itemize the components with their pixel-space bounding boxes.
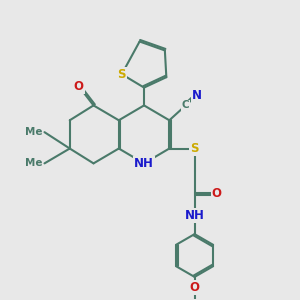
Text: O: O: [74, 80, 84, 93]
Text: Me: Me: [25, 127, 42, 137]
Text: NH: NH: [134, 157, 154, 170]
Text: N: N: [192, 88, 202, 101]
Text: S: S: [118, 68, 126, 81]
Text: C: C: [182, 100, 190, 110]
Text: O: O: [190, 281, 200, 294]
Text: NH: NH: [184, 209, 205, 222]
Text: O: O: [212, 187, 222, 200]
Text: Me: Me: [25, 158, 42, 168]
Text: S: S: [190, 142, 199, 155]
